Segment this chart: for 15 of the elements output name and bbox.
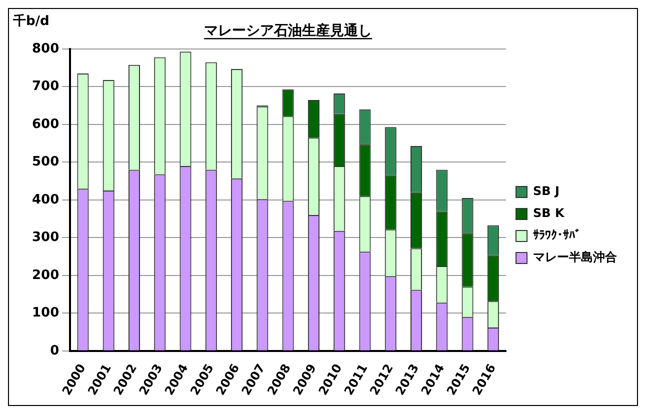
- chart-title: マレーシア石油生産見通し: [204, 22, 372, 39]
- y-tick-label: 500: [32, 154, 60, 170]
- y-tick-label: 300: [32, 230, 60, 246]
- y-tick-label: 400: [32, 192, 60, 208]
- y-axis-title: 千b/d: [12, 12, 50, 29]
- y-tick-label: 200: [32, 268, 60, 283]
- y-tick-label: 700: [32, 79, 60, 94]
- legend-label: マレー半島沖合: [533, 250, 618, 264]
- y-tick-label: 600: [32, 116, 60, 132]
- legend-label: ｻﾗﾜｸ･ｻﾊﾞ: [533, 228, 581, 242]
- y-tick-label: 100: [32, 306, 60, 321]
- y-tick-label: 0: [50, 343, 60, 358]
- y-tick-label: 800: [32, 41, 60, 56]
- legend-label: SB J: [533, 184, 560, 198]
- legend-label: SB K: [533, 206, 565, 220]
